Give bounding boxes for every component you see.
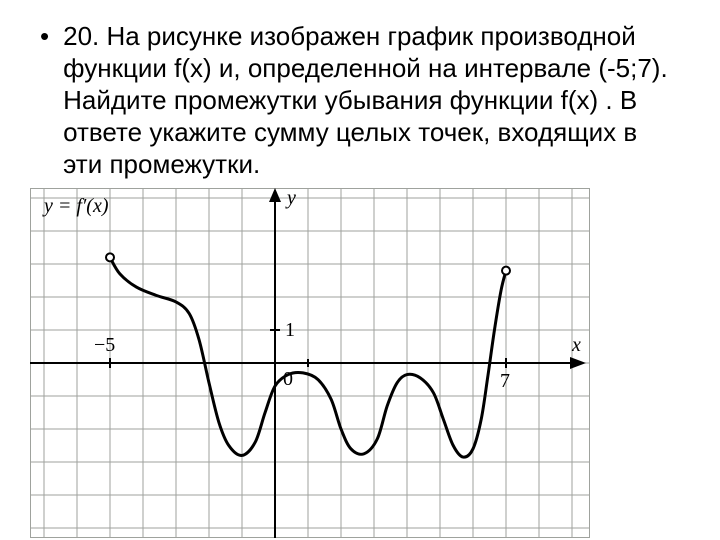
svg-text:0: 0 (283, 368, 293, 390)
svg-text:1: 1 (285, 319, 295, 341)
problem-text: 20. На рисунке изображен график производ… (63, 20, 683, 180)
svg-text:x: x (571, 334, 581, 356)
svg-text:y: y (285, 188, 296, 209)
svg-text:y = f′(x): y = f′(x) (42, 195, 109, 217)
svg-text:−5: −5 (94, 334, 115, 356)
chart-svg: y = f′(x) y x 0 1 −5 7 (30, 188, 590, 538)
slide: • 20. На рисунке изображен график произв… (0, 0, 720, 540)
bullet-icon: • (40, 20, 49, 52)
derivative-chart: y = f′(x) y x 0 1 −5 7 (30, 188, 690, 538)
problem-block: • 20. На рисунке изображен график произв… (30, 20, 690, 180)
svg-text:7: 7 (500, 370, 510, 392)
